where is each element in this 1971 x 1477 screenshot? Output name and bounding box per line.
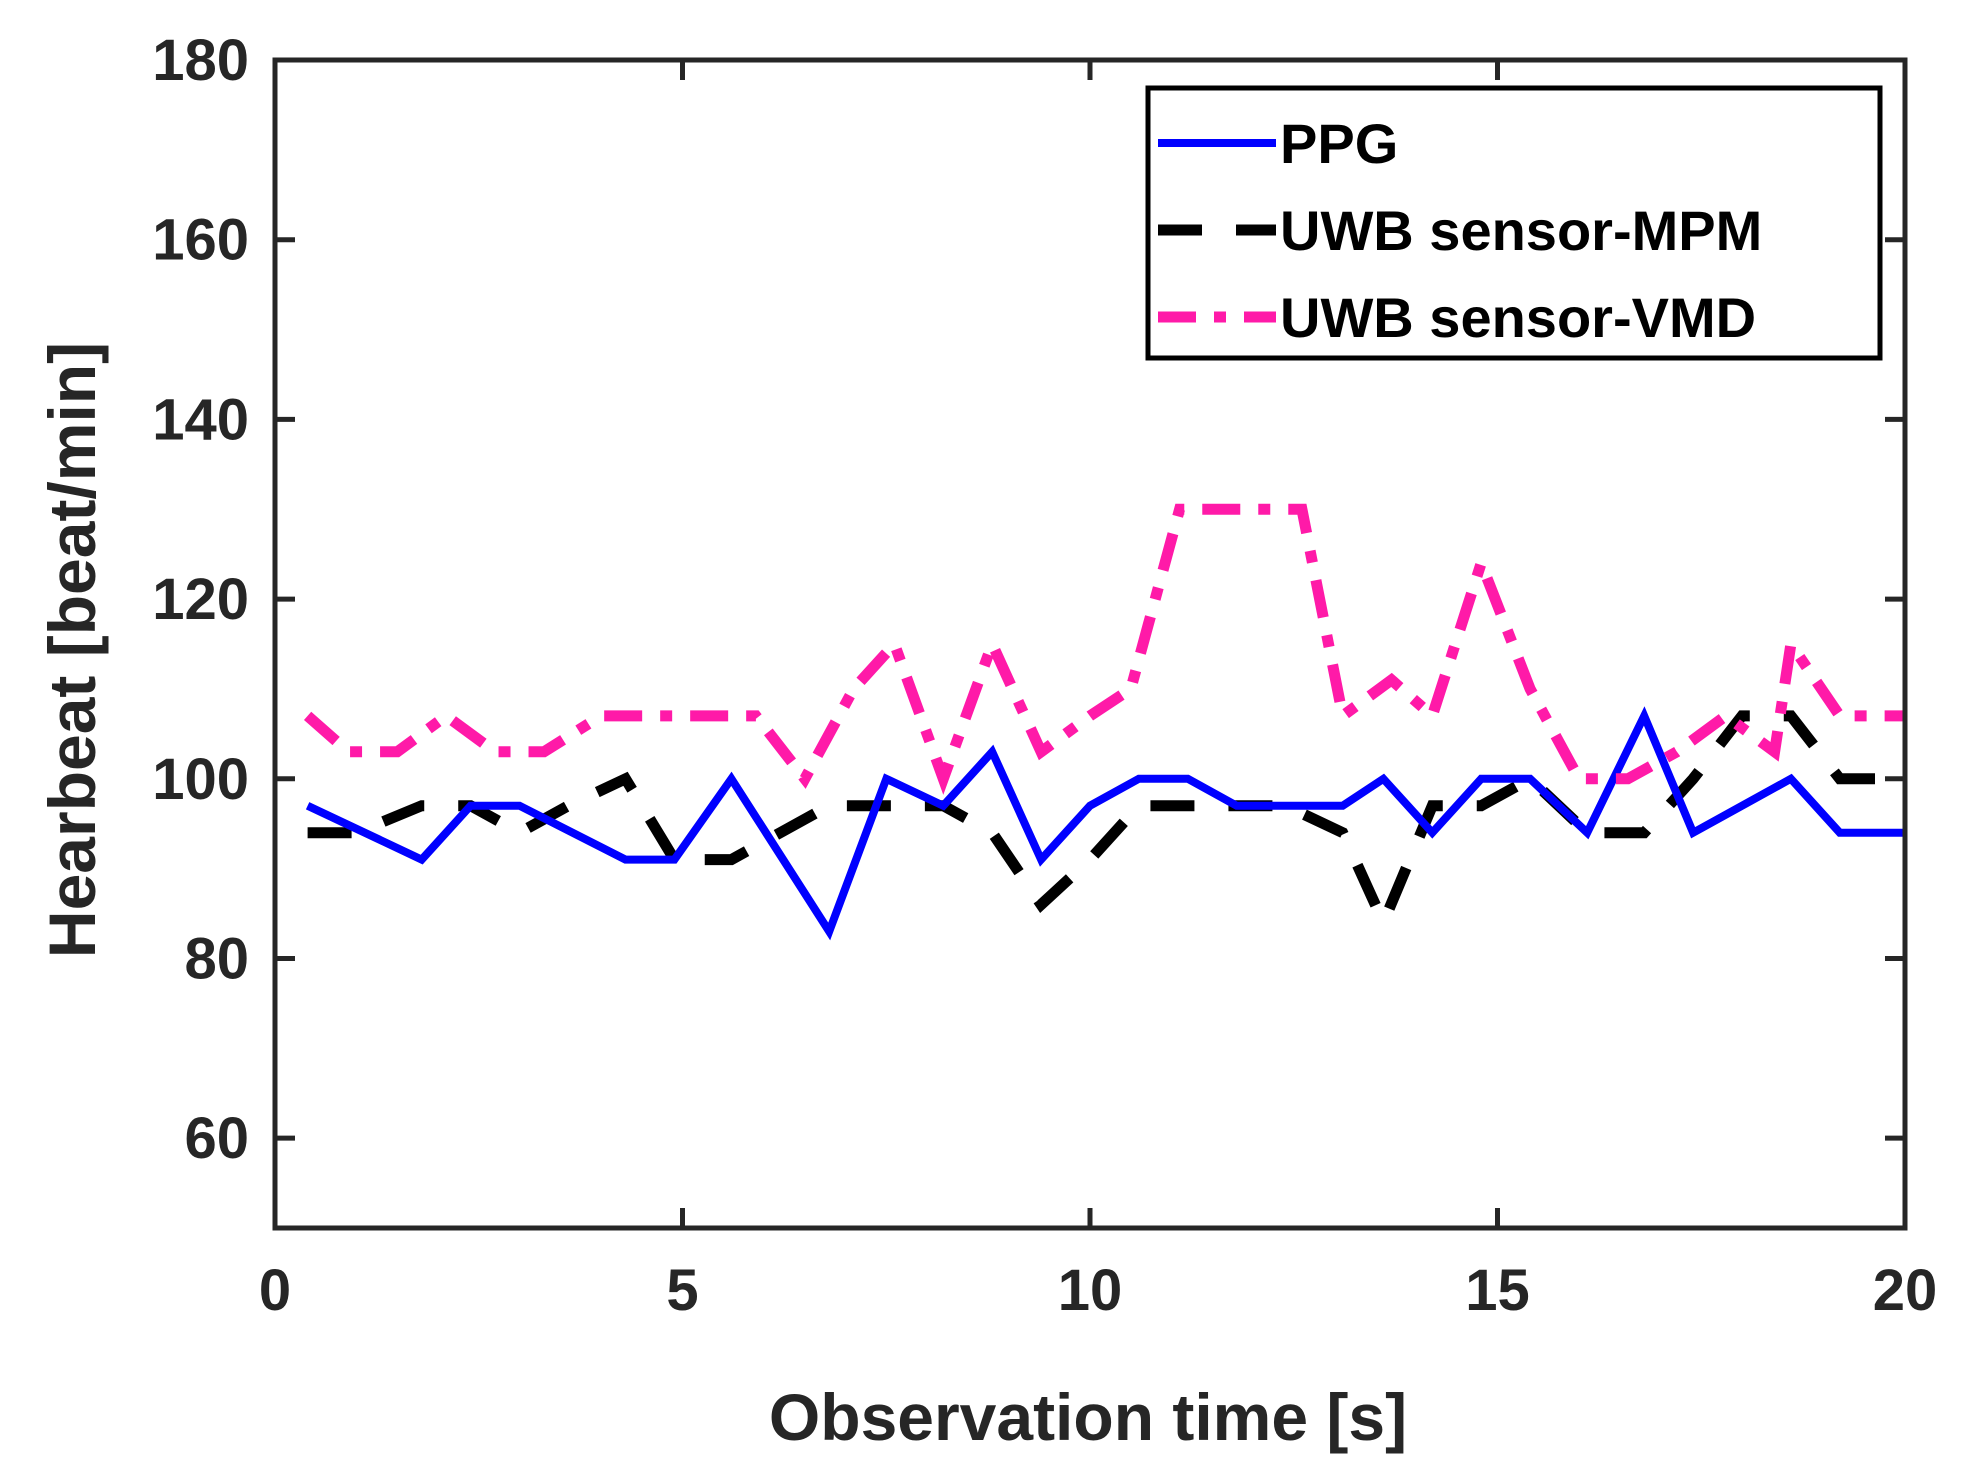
x-tick-label: 15 <box>1465 1258 1530 1323</box>
y-tick-label: 80 <box>184 926 249 991</box>
legend: PPG UWB sensor-MPM UWB sensor-VMD <box>1145 85 1883 361</box>
series-layer <box>303 503 1905 941</box>
y-tick-label: 140 <box>152 387 249 452</box>
y-tick-label: 160 <box>152 208 249 273</box>
legend-label: PPG <box>1280 112 1398 175</box>
legend-label: UWB sensor-MPM <box>1280 199 1762 262</box>
series-line-ppg <box>305 706 1905 941</box>
series-line-uwb-sensor-vmd <box>303 503 1905 795</box>
x-tick-label: 10 <box>1058 1258 1123 1323</box>
axes-layer: 0 5 10 15 20 60 80 100 120 140 160 180 <box>152 28 1937 1323</box>
y-axis-title: Hearbeat [beat/min] <box>35 342 109 958</box>
y-tick-label: 60 <box>184 1106 249 1171</box>
x-tick-label: 20 <box>1873 1258 1938 1323</box>
x-axis-title: Observation time [s] <box>769 1380 1407 1454</box>
y-tick-label: 180 <box>152 28 249 93</box>
legend-label: UWB sensor-VMD <box>1280 286 1756 349</box>
series-line-uwb-sensor-mpm <box>307 710 1905 937</box>
y-tick-label: 120 <box>152 567 249 632</box>
legend-box <box>1145 85 1883 361</box>
x-tick-label: 5 <box>666 1258 698 1323</box>
y-tick-label: 100 <box>152 747 249 812</box>
x-tick-label: 0 <box>259 1258 291 1323</box>
